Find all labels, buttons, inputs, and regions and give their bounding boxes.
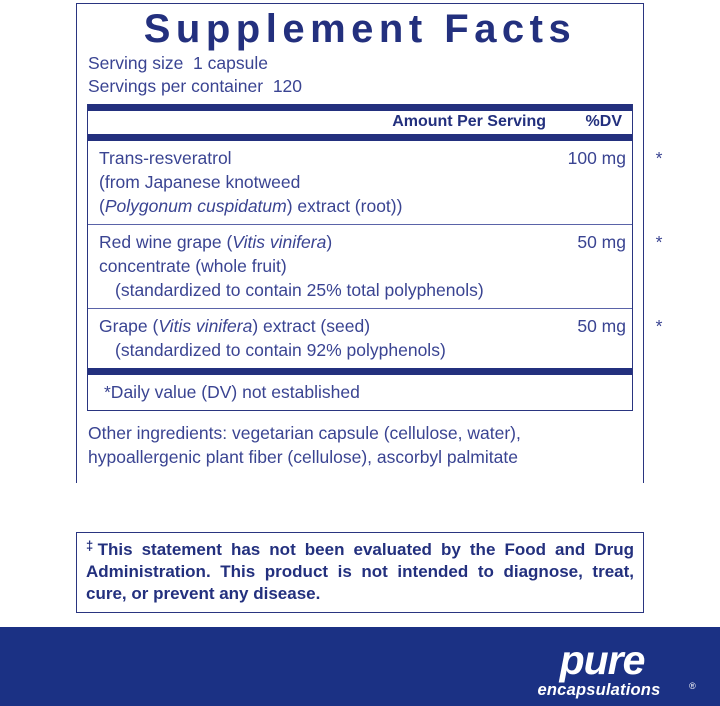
brand-logo: pure encapsulations ® [512,637,696,699]
rule-thick-bottom [88,368,632,375]
ingredient-dv: * [655,232,663,252]
table-row: Red wine grape (Vitis vinifera) concentr… [88,225,662,308]
logo-sub-text: encapsulations [537,681,661,699]
ingredient-line-3-pre: ( [99,196,105,216]
table-row: Trans-resveratrol (from Japanese knotwee… [88,141,662,224]
other-ingredients: Other ingredients: vegetarian capsule (c… [88,423,521,467]
ingredient-name: Red wine grape (Vitis vinifera) concentr… [88,230,488,302]
ingredient-name: Grape (Vitis vinifera) extract (seed) (s… [88,314,488,362]
ingredient-name: Trans-resveratrol (from Japanese knotwee… [88,146,488,218]
ingredient-amount: 50 mg [577,316,626,336]
ingredient-dv: * [655,316,663,336]
footer-bar: pure encapsulations ® [0,627,720,706]
ingredient-line-1-pre: Red wine grape ( [99,232,233,252]
ingredient-line-1-pre: Grape ( [99,316,159,336]
fda-disclaimer: ‡This statement has not been evaluated b… [76,532,644,613]
serving-size: Serving size 1 capsule [88,53,268,73]
ingredient-line-1-post: ) [326,232,333,252]
ingredient-standardization: (standardized to contain 92% polyphenols… [115,340,446,360]
ingredient-latin-name: Vitis vinifera [232,232,327,252]
nutrition-table: Amount Per Serving %DV Trans-resveratrol… [87,104,662,411]
ingredient-line-1-post: ) extract (seed) [252,316,371,336]
supplement-facts-panel: Supplement Facts Serving size 1 capsule … [76,3,662,483]
daily-value-footnote: *Daily value (DV) not established [104,382,360,402]
rule-thin-2 [88,308,632,309]
header-percent-dv: %DV [585,113,622,130]
rule-thick-top [88,104,632,111]
logo-wordmark-encapsulations: encapsulations ® [512,681,696,699]
registered-trademark-icon: ® [689,681,696,691]
header-amount-per-serving: Amount Per Serving [392,113,546,130]
disclaimer-dagger-marker: ‡ [86,538,98,553]
disclaimer-text: This statement has not been evaluated by… [86,540,634,603]
page-title: Supplement Facts [143,7,577,51]
ingredient-amount: 100 mg [567,148,626,168]
serving-info: Serving size 1 capsule Servings per cont… [77,52,643,98]
ingredient-dv: * [655,148,663,168]
ingredient-amount: 50 mg [577,232,626,252]
ingredient-latin-name: Vitis vinifera [158,316,253,336]
ingredient-line-2: concentrate (whole fruit) [99,256,287,276]
ingredient-line-1: Trans-resveratrol [99,148,232,168]
ingredient-line-2: (from Japanese knotweed [99,172,301,192]
servings-per-container: Servings per container 120 [88,76,303,96]
table-row: Grape (Vitis vinifera) extract (seed) (s… [88,309,662,368]
rule-thin-1 [88,224,632,225]
ingredient-line-3-post: ) extract (root)) [286,196,403,216]
logo-wordmark-pure: pure [559,637,646,683]
table-header-row: Amount Per Serving %DV [88,111,632,134]
ingredient-standardization: (standardized to contain 25% total polyp… [115,280,484,300]
ingredient-latin-name: Polygonum cuspidatum [104,196,287,216]
rule-thick-under-header [88,134,632,141]
